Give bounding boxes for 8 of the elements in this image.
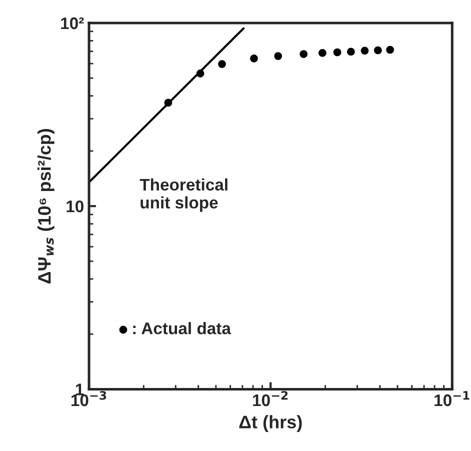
x-tick-label: 10$^{−1}$ [434, 391, 470, 406]
x-tick-label: 10$^{−2}$ [253, 390, 288, 406]
x-axis-title: Δt (hrs) [239, 415, 302, 432]
y-tick-label: 10 [66, 200, 84, 212]
series-label: Theoretical unit slope [140, 178, 228, 212]
y-axis-title: ΔΨ$_{ws}$ (10⁶ psi²/cp) [38, 129, 54, 284]
y-tick-label: 10² [61, 17, 84, 30]
legend-label: : Actual data [133, 322, 232, 334]
